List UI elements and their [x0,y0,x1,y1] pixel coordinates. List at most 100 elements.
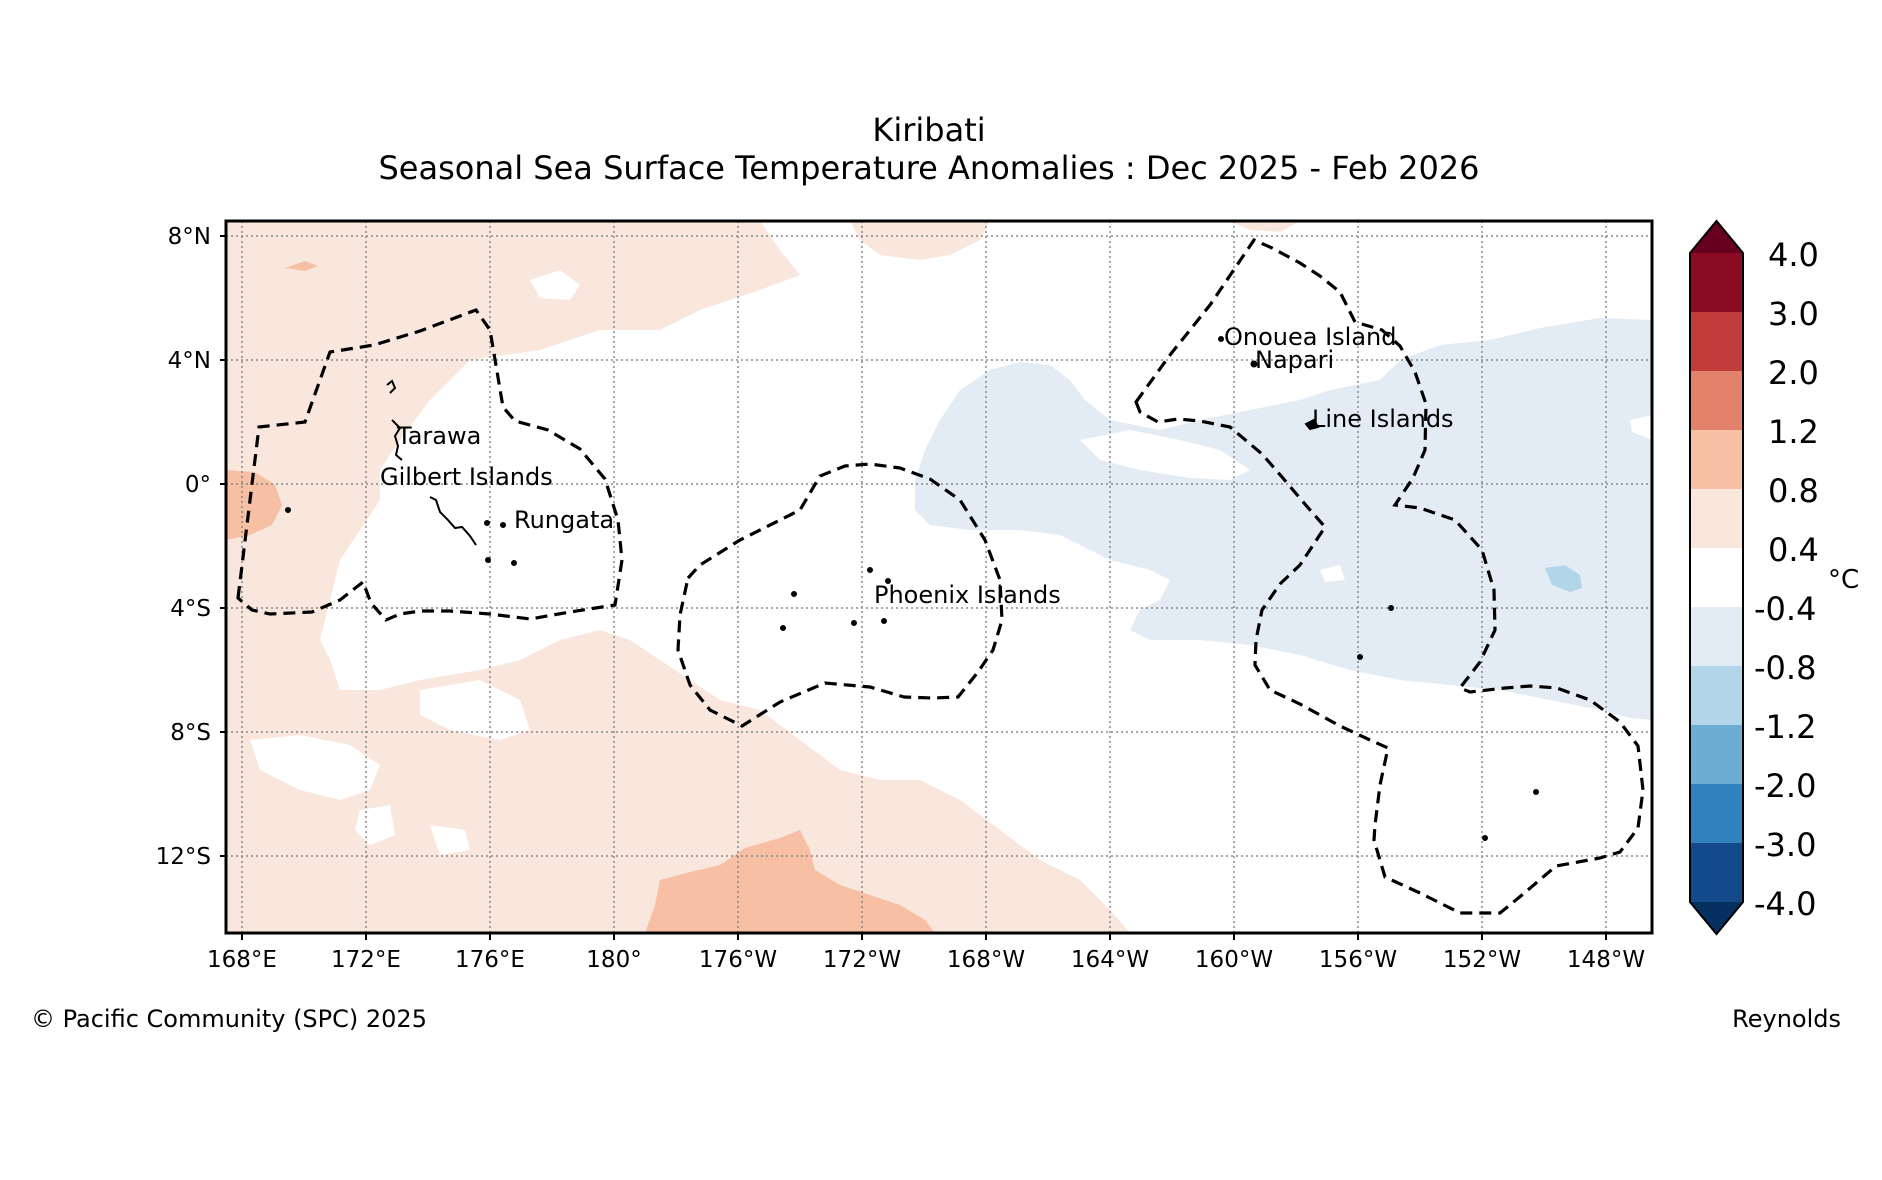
island-tarawa-atoll [386,379,397,394]
lon-tick-label: 172°W [823,947,901,973]
colorbar-tick-label: 3.0 [1768,295,1819,333]
lon-tick-label: 172°E [331,947,401,973]
warm-strong-patch-north [285,261,318,271]
label-phoenix-islands: Phoenix Islands [874,581,1061,609]
island-line-kiritimati [1304,418,1320,431]
island-line-dot-1 [1388,605,1394,611]
colorbar-tick-label: -4.0 [1754,885,1816,923]
anomaly-field: Onouea Island Napari Line Islands Tarawa… [226,221,1652,933]
island-gilbert-chain [391,419,403,461]
label-line-islands: Line Islands [1312,405,1454,433]
lat-tick-label: 0° [185,472,211,498]
island-dot-1 [484,520,490,526]
longitude-labels: 168°E 172°E 176°E 180° 176°W 172°W 168°W… [207,947,1645,973]
neutral-patch-3 [430,825,470,855]
lon-tick-label: 176°E [455,947,525,973]
colorbar-bin [1690,725,1743,784]
label-rungata: Rungata [514,506,614,534]
label-onouea-island: Onouea Island [1224,323,1397,351]
colorbar-bin [1690,607,1743,666]
eez-gilbert-islands [236,308,624,622]
colorbar-tick-label: 2.0 [1768,354,1819,392]
island-napari [1250,360,1258,368]
lon-tick-label: 176°W [699,947,777,973]
map-subtitle: Seasonal Sea Surface Temperature Anomali… [378,149,1480,187]
neutral-pocket-2 [1320,565,1345,582]
colorbar-labels: 4.0 3.0 2.0 1.2 0.8 0.4 -0.4 -0.8 -1.2 -… [1754,236,1859,923]
eez-phoenix-islands [676,462,1004,728]
island-phoenix-5 [881,618,887,624]
colorbar-bin [1690,666,1743,725]
colorbar [1689,219,1744,936]
colorbar-tick-label: 0.4 [1768,531,1819,569]
neutral-patch-2 [355,805,395,845]
lat-tick-label: 12°S [156,844,211,870]
colorbar-extend-min [1690,902,1743,934]
island-dot-4 [511,560,517,566]
lat-tick-label: 4°N [168,348,211,374]
island-phoenix-4 [851,620,857,626]
colorbar-extend-max [1690,221,1743,253]
colorbar-bin [1690,430,1743,489]
island-dot-2 [500,522,506,528]
colorbar-bin [1690,312,1743,371]
lat-tick-label: 4°S [170,596,211,622]
colorbar-tick-label: -3.0 [1754,826,1816,864]
neutral-pocket-line [1080,430,1250,480]
colorbar-tick-label: 1.2 [1768,413,1819,451]
lon-tick-label: 168°W [947,947,1025,973]
cool-anomaly-region-east [915,318,1652,720]
data-source: Reynolds [1732,1005,1841,1033]
island-gilbert-south [429,496,477,546]
island-line-dot-4 [1482,835,1488,841]
island-phoenix-1 [867,567,873,573]
lon-tick-label: 160°W [1195,947,1273,973]
colorbar-bin [1690,371,1743,430]
colorbar-tick-label: -2.0 [1754,767,1816,805]
island-onouea [1218,336,1224,342]
lon-tick-label: 148°W [1567,947,1645,973]
lat-tick-label: 8°N [168,224,211,250]
cool-strong-patch [1545,565,1582,592]
island-line-dot-2 [1357,654,1363,660]
island-dot-3 [485,557,491,563]
colorbar-tick-label: -0.8 [1754,649,1816,687]
colorbar-tick-label: -1.2 [1754,708,1816,746]
lon-tick-label: 156°W [1319,947,1397,973]
warm-anomaly-region-northeast [1230,221,1300,232]
warm-strong-patch-west [226,470,282,540]
warm-anomaly-region-north [850,221,990,260]
label-napari: Napari [1255,346,1334,374]
colorbar-bin [1690,253,1743,312]
label-gilbert-islands: Gilbert Islands [380,463,553,491]
copyright-notice: © Pacific Community (SPC) 2025 [31,1005,427,1033]
neutral-patch-4 [420,680,530,740]
lon-tick-label: 168°E [207,947,277,973]
island-dot-5 [285,507,291,513]
axis-ticks [220,235,1607,940]
colorbar-bin [1690,489,1743,548]
island-phoenix-3 [791,591,797,597]
warm-anomaly-region-west [226,221,1130,933]
eez-boundaries [236,237,1645,915]
colorbar-tick-label: 0.8 [1768,472,1819,510]
colorbar-bin [1690,548,1743,607]
island-line-dot-3 [1533,789,1539,795]
lat-tick-label: 8°S [170,720,211,746]
latitude-labels: 8°N 4°N 0° 4°S 8°S 12°S [156,224,211,870]
colorbar-bin [1690,843,1743,902]
colorbar-tick-label: -0.4 [1754,590,1816,628]
lon-tick-label: 164°W [1071,947,1149,973]
island-phoenix-2 [885,578,891,584]
colorbar-outline [1689,219,1744,936]
lon-tick-label: 152°W [1443,947,1521,973]
neutral-patch-5 [530,270,580,300]
neutral-pocket-3 [1630,415,1652,440]
island-phoenix-6 [780,625,786,631]
place-labels: Onouea Island Napari Line Islands Tarawa… [380,323,1454,609]
colorbar-bin [1690,784,1743,843]
lon-tick-label: 180° [586,947,641,973]
neutral-patch-1 [250,735,380,800]
map-frame [224,219,1654,935]
